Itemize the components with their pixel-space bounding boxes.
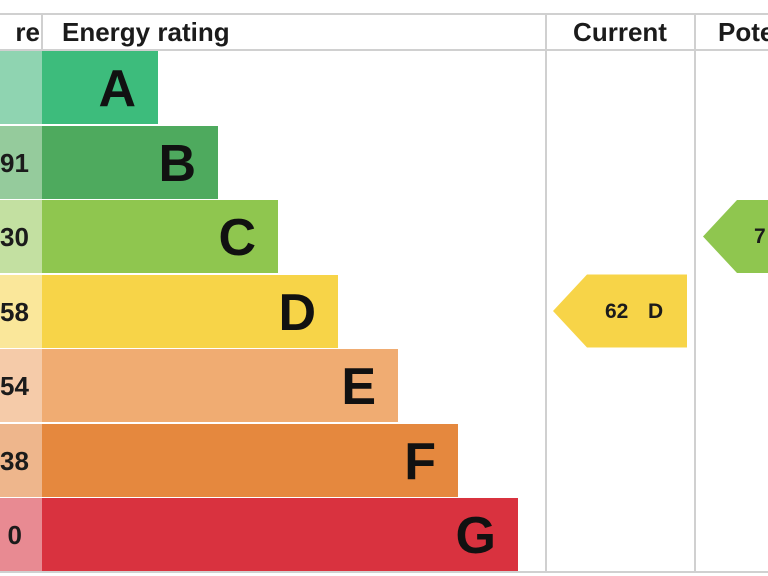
potential-rating-label: 7 (754, 200, 768, 274)
band-d-letter: D (278, 283, 316, 342)
potential-column-header: Pote (718, 17, 768, 47)
band-c-bar: C (42, 200, 278, 273)
current-rating-label: 62 D (605, 275, 687, 349)
band-e-bar: E (42, 349, 398, 422)
band-f-bar: F (42, 423, 458, 497)
score-cell-f: 38 (0, 423, 42, 497)
score-column-divider (41, 14, 43, 50)
band-a-bar: A (42, 51, 158, 124)
band-f-letter: F (404, 432, 436, 491)
band-b-bar: B (42, 125, 218, 199)
band-d-bar: D (42, 274, 338, 348)
score-cell-c: 30 (0, 200, 42, 273)
current-column-header: Current (573, 17, 667, 47)
potential-rating-arrow (703, 200, 768, 273)
band-b-letter: B (158, 134, 196, 193)
current-rating-band: D (648, 299, 664, 323)
top-border (0, 13, 768, 15)
score-cell-d: 58 (0, 274, 42, 348)
band-g-bar: G (42, 498, 518, 571)
band-g-letter: G (455, 507, 496, 565)
current-column-divider (545, 14, 547, 572)
score-cell-a (0, 51, 42, 124)
current-rating-arrow (553, 274, 687, 348)
current-rating-value: 62 (605, 299, 629, 323)
score-column-header: re (15, 17, 40, 47)
score-cell-e: 54 (0, 349, 42, 422)
potential-rating-value: 7 (754, 225, 766, 248)
score-cell-g: 0 (0, 498, 42, 571)
band-a-letter: A (98, 60, 136, 118)
band-e-letter: E (341, 358, 376, 416)
energy-rating-header: Energy rating (62, 17, 230, 47)
score-cell-b: 91 (0, 125, 42, 199)
header-divider (0, 49, 768, 51)
bottom-border (0, 571, 768, 573)
potential-column-divider (694, 14, 696, 572)
band-c-letter: C (218, 209, 256, 267)
